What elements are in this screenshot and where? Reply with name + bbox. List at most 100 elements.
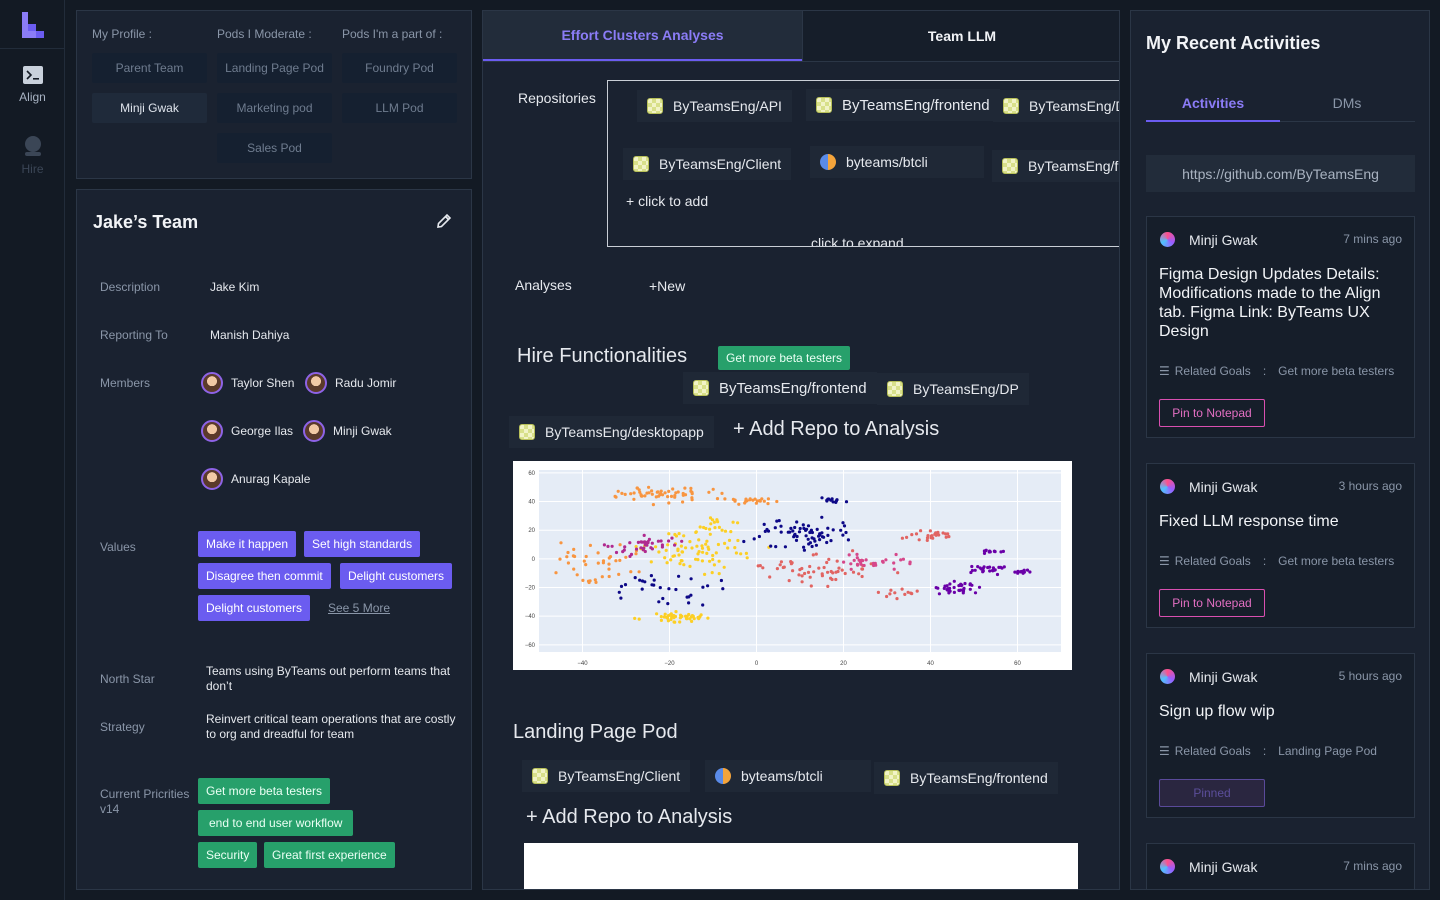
pin-to-notepad-button[interactable]: Pin to Notepad bbox=[1159, 589, 1265, 617]
member-item[interactable]: Minji Gwak bbox=[303, 420, 392, 442]
repo-chip[interactable]: ByTeamsEng/frontend bbox=[874, 762, 1058, 794]
repo-chip[interactable]: ByTeamsEng/frontend bbox=[683, 372, 877, 404]
priority-chip[interactable]: end to end user workflow bbox=[198, 810, 354, 836]
scatter-point bbox=[892, 561, 896, 565]
related-goal[interactable]: Get more beta testers bbox=[1278, 364, 1395, 378]
scatter-point bbox=[623, 583, 628, 587]
scatter-point bbox=[600, 575, 604, 579]
value-chip[interactable]: Delight customers bbox=[198, 595, 311, 621]
scatter-point bbox=[707, 490, 711, 494]
nav-align[interactable]: Align bbox=[0, 66, 65, 104]
activities-title: My Recent Activities bbox=[1146, 33, 1321, 53]
scatter-point bbox=[712, 520, 716, 524]
scatter-point bbox=[768, 575, 772, 579]
x-tick-label: −40 bbox=[577, 661, 588, 667]
scatter-point bbox=[711, 553, 715, 558]
repo-name: byteams/btcli bbox=[741, 768, 823, 784]
scatter-point bbox=[581, 578, 585, 582]
value-chip[interactable]: Delight customers bbox=[340, 563, 453, 589]
tab-effort-clusters[interactable]: Effort Clusters Analyses bbox=[483, 11, 802, 61]
repo-chip[interactable]: ByTeamsEng/DP bbox=[993, 90, 1119, 122]
add-repo-button[interactable]: + Add Repo to Analysis bbox=[733, 418, 940, 440]
repo-chip[interactable]: ByTeamsEng/API bbox=[637, 90, 792, 122]
nav-hire[interactable]: Hire bbox=[0, 136, 65, 176]
scatter-point bbox=[594, 580, 598, 584]
scatter-point bbox=[622, 548, 626, 552]
new-analysis-button[interactable]: +New bbox=[649, 278, 686, 294]
repo-chip[interactable]: ByTeamsEng/Client bbox=[522, 760, 691, 792]
x-tick-label: 0 bbox=[755, 661, 759, 667]
add-repo-button[interactable]: + Add Repo to Analysis bbox=[526, 806, 733, 828]
click-to-add-link[interactable]: + click to add bbox=[626, 193, 709, 209]
scatter-point bbox=[814, 543, 818, 547]
scatter-point bbox=[623, 545, 627, 549]
globe-icon bbox=[820, 154, 836, 170]
scatter-point bbox=[656, 539, 660, 543]
scatter-point bbox=[657, 600, 661, 604]
scatter-point bbox=[677, 574, 681, 578]
scatter-point bbox=[991, 566, 995, 570]
repo-chip[interactable]: ByTeamsEng/DP bbox=[877, 373, 1029, 405]
scatter-point bbox=[748, 498, 752, 502]
repo-chip[interactable]: ByTeamsEng/desktopapp bbox=[509, 416, 714, 448]
related-goal[interactable]: Landing Page Pod bbox=[1278, 744, 1377, 758]
cluster-scatter-plot[interactable]: −40 −20 0 20 40 60 60 40 20 0 −20 −40 −60 bbox=[513, 461, 1072, 670]
tab-activities[interactable]: Activities bbox=[1181, 95, 1245, 111]
repo-chip[interactable]: byteams/btcli bbox=[810, 146, 984, 178]
scatter-point bbox=[999, 550, 1003, 554]
scatter-point bbox=[766, 497, 770, 501]
value-chip[interactable]: Disagree then commit bbox=[198, 563, 331, 589]
member-item[interactable]: Taylor Shen bbox=[201, 372, 294, 394]
member-item[interactable]: Radu Jomir bbox=[305, 372, 396, 394]
see-more-link[interactable]: See 5 More bbox=[328, 601, 391, 615]
pod-sales-button[interactable]: Sales Pod bbox=[217, 133, 332, 163]
scatter-point bbox=[973, 568, 977, 572]
related-goal[interactable]: Get more beta testers bbox=[1278, 554, 1395, 568]
value-chip[interactable]: Make it happen bbox=[198, 531, 297, 557]
click-to-expand-link[interactable]: click to expand bbox=[811, 235, 904, 247]
priority-chip[interactable]: Get more beta testers bbox=[198, 778, 331, 804]
value-chip[interactable]: Set high standards bbox=[304, 531, 421, 557]
scatter-point bbox=[734, 551, 738, 555]
cluster-plot-placeholder[interactable] bbox=[524, 843, 1078, 889]
member-item[interactable]: George Ilas bbox=[201, 420, 293, 442]
profile-parent-team-button[interactable]: Parent Team bbox=[92, 53, 207, 83]
repo-chip[interactable]: ByTeamsEng/frontend bbox=[992, 150, 1119, 182]
scatter-point bbox=[841, 521, 845, 525]
scatter-point bbox=[815, 527, 819, 531]
scatter-point bbox=[721, 587, 725, 591]
byteams-logo[interactable] bbox=[22, 12, 44, 38]
priority-chip[interactable]: Security bbox=[198, 842, 258, 868]
scatter-point bbox=[982, 551, 987, 555]
pod-landing-page-button[interactable]: Landing Page Pod bbox=[217, 53, 332, 83]
repo-chip[interactable]: ByTeamsEng/Client bbox=[623, 148, 792, 180]
pin-to-notepad-button[interactable]: Pin to Notepad bbox=[1159, 399, 1265, 427]
pod-foundry-button[interactable]: Foundry Pod bbox=[342, 53, 457, 83]
scatter-point bbox=[834, 570, 838, 574]
pinned-button[interactable]: Pinned bbox=[1159, 779, 1265, 807]
edit-pencil-icon[interactable] bbox=[435, 212, 453, 230]
scatter-point bbox=[995, 572, 1000, 577]
repo-chip[interactable]: byteams/btcli bbox=[705, 760, 871, 792]
scatter-point bbox=[831, 571, 835, 575]
pod-llm-button[interactable]: LLM Pod bbox=[342, 93, 457, 123]
priority-chip[interactable]: Great first experience bbox=[264, 842, 395, 868]
scatter-point bbox=[952, 585, 956, 590]
scatter-point bbox=[700, 559, 704, 563]
scatter-point bbox=[614, 559, 618, 563]
member-name: Anurag Kapale bbox=[231, 472, 311, 486]
scatter-point bbox=[835, 559, 839, 563]
repositories-box[interactable]: ByTeamsEng/API ByTeamsEng/frontend ByTea… bbox=[607, 80, 1119, 247]
member-item[interactable]: Anurag Kapale bbox=[201, 468, 310, 490]
repo-chip[interactable]: ByTeamsEng/frontend bbox=[806, 89, 1000, 121]
tab-team-llm[interactable]: Team LLM bbox=[802, 11, 1119, 61]
profile-self-button[interactable]: Minji Gwak bbox=[92, 93, 207, 123]
scatter-point bbox=[681, 500, 685, 504]
github-url-field[interactable]: https://github.com/ByTeamsEng bbox=[1146, 155, 1415, 192]
y-tick-label: 60 bbox=[528, 471, 535, 477]
repo-icon bbox=[1002, 158, 1018, 174]
section-tag[interactable]: Get more beta testers bbox=[718, 346, 851, 370]
scatter-point bbox=[852, 558, 856, 562]
pod-marketing-button[interactable]: Marketing pod bbox=[217, 93, 332, 123]
tab-dms[interactable]: DMs bbox=[1332, 95, 1362, 111]
